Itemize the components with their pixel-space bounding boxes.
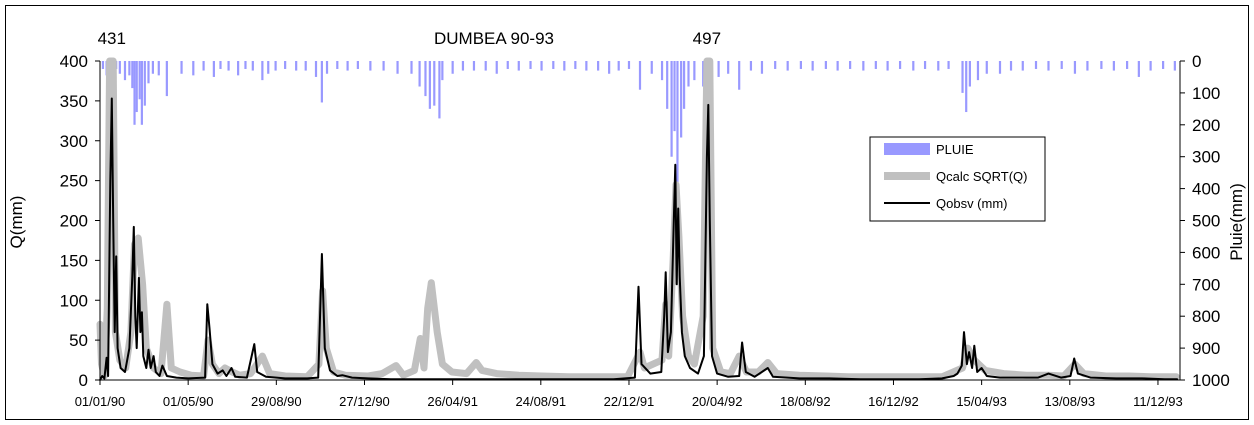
y2-axis-label: Pluie(mm) <box>1227 183 1246 260</box>
qobs-line <box>99 97 1179 381</box>
qobs-series <box>99 97 1179 381</box>
x-tick-label: 27/12/90 <box>339 394 390 409</box>
y2-tick-label: 0 <box>1192 52 1201 71</box>
y-tick-label: 100 <box>60 291 88 310</box>
y-tick-label: 250 <box>60 172 88 191</box>
y-tick-label: 0 <box>79 371 88 390</box>
annotations: 431 497 <box>98 29 721 48</box>
x-tick-label: 01/05/90 <box>163 394 214 409</box>
x-tick-label: 16/12/92 <box>868 394 919 409</box>
y2-tick-label: 500 <box>1192 212 1220 231</box>
y-tick-label: 150 <box>60 251 88 270</box>
y2-tick-label: 300 <box>1192 148 1220 167</box>
y2-tick-label: 200 <box>1192 116 1220 135</box>
legend-label-qobs: Qobsv (mm) <box>936 196 1008 211</box>
peak-annotation: 431 <box>98 29 126 48</box>
legend-label-qcalc: Qcalc SQRT(Q) <box>936 169 1028 184</box>
x-tick-label: 22/12/91 <box>604 394 655 409</box>
axes: 0 50 100 150 200 250 300 350 400 0 100 200 300 400 500… <box>60 52 1230 409</box>
y-tick-label: 400 <box>60 52 88 71</box>
y2-tick-label: 800 <box>1192 307 1220 326</box>
legend-swatch-pluie <box>884 143 930 155</box>
y-axis-label: Q(mm) <box>7 196 26 249</box>
y-tick-label: 350 <box>60 92 88 111</box>
x-tick-label: 20/04/92 <box>692 394 743 409</box>
legend-label-pluie: PLUIE <box>936 142 974 157</box>
rain-bars <box>101 61 1176 183</box>
y2-tick-label: 1000 <box>1192 371 1230 390</box>
y-tick-label: 200 <box>60 212 88 231</box>
legend: PLUIE Qcalc SQRT(Q) Qobsv (mm) <box>869 136 1046 222</box>
x-tick-label: 24/08/91 <box>516 394 567 409</box>
y-tick-label: 300 <box>60 132 88 151</box>
qcalc-line <box>96 57 1180 381</box>
x-tick-label: 18/08/92 <box>780 394 831 409</box>
peak-annotation: 497 <box>693 29 721 48</box>
y2-tick-label: 100 <box>1192 84 1220 103</box>
x-tick-label: 29/08/90 <box>251 394 302 409</box>
chart-title: DUMBEA 90-93 <box>434 29 554 48</box>
y2-tick-label: 700 <box>1192 275 1220 294</box>
x-tick-label: 13/08/93 <box>1044 394 1095 409</box>
x-tick-label: 11/12/93 <box>1133 394 1183 409</box>
chart-frame <box>5 5 1249 420</box>
y-tick-label: 50 <box>69 331 88 350</box>
x-tick-label: 01/01/90 <box>75 394 126 409</box>
y2-tick-label: 900 <box>1192 339 1220 358</box>
x-tick-label: 26/04/91 <box>427 394 478 409</box>
y2-tick-label: 400 <box>1192 180 1220 199</box>
x-tick-label: 15/04/93 <box>956 394 1007 409</box>
y2-tick-label: 600 <box>1192 243 1220 262</box>
